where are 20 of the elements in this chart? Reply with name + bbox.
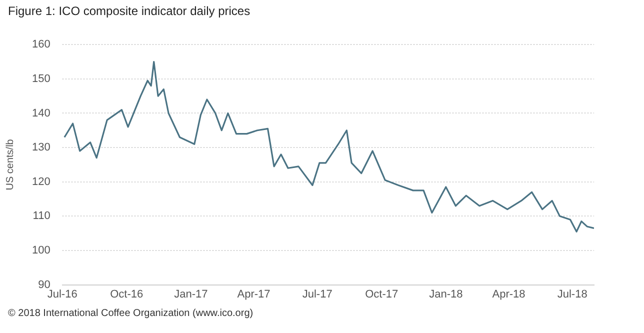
x-tick-label: Oct-16	[110, 288, 144, 300]
x-tick-label: Jan-17	[174, 288, 208, 300]
text: © 2018 International Coffee Organization (www.ico.org)	[8, 308, 254, 319]
y-tick-label: 100	[32, 244, 50, 257]
y-tick-label: 120	[32, 176, 50, 188]
y-tick-label: 90	[38, 278, 50, 291]
y-axis-title: US cents/lb	[4, 138, 16, 190]
x-tick-label: Jul-16	[47, 288, 78, 300]
x-tick-label: Apr-17	[237, 288, 270, 300]
x-tick-label: Apr-18	[492, 288, 526, 300]
x-tick-label: Jul-18	[557, 288, 588, 300]
y-tick-label: 110	[32, 210, 50, 222]
x-tick-label: Oct-17	[365, 288, 398, 300]
y-tick-label: 140	[32, 107, 50, 120]
x-tick-label: Jan-18	[429, 288, 463, 300]
chart-title: Figure 1: ICO composite indicator daily prices	[8, 4, 250, 18]
y-tick-label: 130	[32, 142, 50, 154]
y-tick-label: 160	[32, 38, 50, 51]
y-tick-label: 150	[32, 72, 50, 85]
x-tick-label: Jul-17	[302, 288, 332, 300]
